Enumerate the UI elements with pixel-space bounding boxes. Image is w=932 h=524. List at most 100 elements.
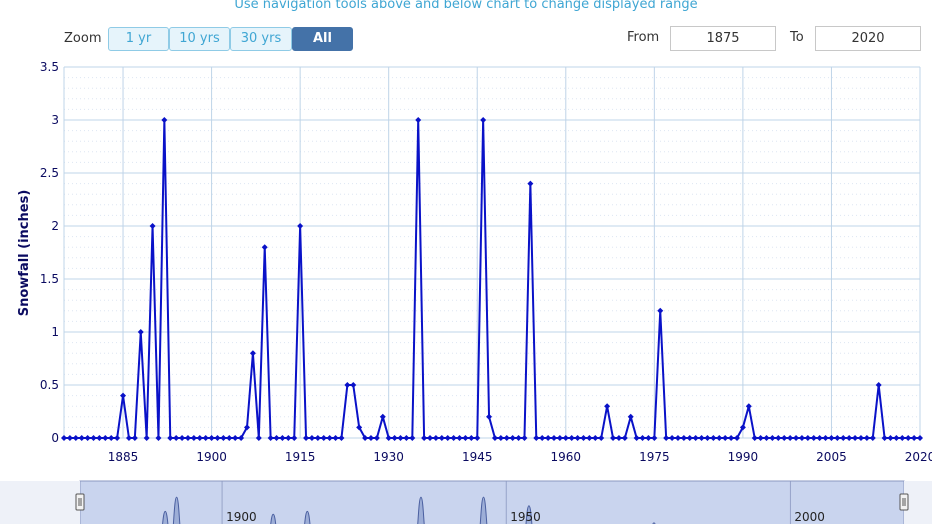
data-point[interactable]: [326, 435, 333, 441]
data-point[interactable]: [539, 435, 546, 441]
data-point[interactable]: [78, 435, 85, 441]
data-point[interactable]: [728, 435, 735, 441]
data-point[interactable]: [238, 435, 245, 441]
data-point[interactable]: [468, 435, 475, 441]
data-point[interactable]: [314, 435, 321, 441]
data-point[interactable]: [131, 435, 138, 441]
data-point[interactable]: [320, 435, 327, 441]
data-point[interactable]: [586, 435, 593, 441]
data-point[interactable]: [810, 435, 817, 441]
data-point[interactable]: [521, 435, 528, 441]
data-point[interactable]: [822, 435, 829, 441]
data-point[interactable]: [621, 435, 628, 441]
data-point[interactable]: [840, 435, 847, 441]
data-point[interactable]: [657, 307, 664, 314]
data-point[interactable]: [232, 435, 239, 441]
data-point[interactable]: [190, 435, 197, 441]
data-point[interactable]: [220, 435, 227, 441]
data-point[interactable]: [686, 435, 693, 441]
data-point[interactable]: [863, 435, 870, 441]
data-point[interactable]: [338, 435, 345, 441]
data-point[interactable]: [804, 435, 811, 441]
data-point[interactable]: [751, 435, 758, 441]
data-point[interactable]: [852, 435, 859, 441]
data-point[interactable]: [367, 435, 374, 441]
data-point[interactable]: [108, 435, 115, 441]
data-point[interactable]: [881, 435, 888, 441]
data-point[interactable]: [769, 435, 776, 441]
data-point[interactable]: [143, 435, 150, 441]
data-point[interactable]: [379, 413, 386, 420]
zoom-all-button[interactable]: All: [292, 27, 353, 51]
data-point[interactable]: [214, 435, 221, 441]
data-point[interactable]: [255, 435, 262, 441]
data-point[interactable]: [90, 435, 97, 441]
data-point[interactable]: [828, 435, 835, 441]
data-point[interactable]: [598, 435, 605, 441]
data-point[interactable]: [137, 329, 144, 335]
data-point[interactable]: [61, 435, 67, 441]
data-point[interactable]: [480, 117, 487, 123]
data-point[interactable]: [84, 435, 91, 441]
data-point[interactable]: [373, 435, 380, 441]
zoom-30yrs-button[interactable]: 30 yrs: [230, 27, 292, 51]
data-point[interactable]: [905, 435, 912, 441]
data-point[interactable]: [161, 117, 168, 123]
data-point[interactable]: [633, 435, 640, 441]
data-point[interactable]: [244, 424, 251, 431]
data-point[interactable]: [114, 435, 121, 441]
data-point[interactable]: [208, 435, 215, 441]
data-point[interactable]: [491, 435, 498, 441]
data-point[interactable]: [869, 435, 876, 441]
data-point[interactable]: [385, 435, 392, 441]
data-point[interactable]: [486, 413, 493, 420]
data-point[interactable]: [291, 435, 298, 441]
data-point[interactable]: [403, 435, 410, 441]
data-point[interactable]: [356, 424, 363, 431]
data-point[interactable]: [503, 435, 510, 441]
data-point[interactable]: [763, 435, 770, 441]
data-point[interactable]: [680, 435, 687, 441]
data-point[interactable]: [893, 435, 900, 441]
data-point[interactable]: [545, 435, 552, 441]
data-point[interactable]: [887, 435, 894, 441]
data-point[interactable]: [710, 435, 717, 441]
data-point[interactable]: [285, 435, 292, 441]
data-point[interactable]: [497, 435, 504, 441]
data-point[interactable]: [651, 435, 658, 441]
data-point[interactable]: [592, 435, 599, 441]
navigator-selection[interactable]: [79, 480, 905, 524]
data-point[interactable]: [663, 435, 670, 441]
data-point[interactable]: [562, 435, 569, 441]
range-from-input[interactable]: [670, 26, 776, 51]
data-point[interactable]: [427, 435, 434, 441]
data-point[interactable]: [102, 435, 109, 441]
data-point[interactable]: [350, 382, 357, 388]
data-point[interactable]: [167, 435, 174, 441]
data-point[interactable]: [698, 435, 705, 441]
data-point[interactable]: [173, 435, 180, 441]
data-point[interactable]: [474, 435, 481, 441]
data-point[interactable]: [397, 435, 404, 441]
data-point[interactable]: [409, 435, 416, 441]
data-point[interactable]: [757, 435, 764, 441]
data-point[interactable]: [716, 435, 723, 441]
data-point[interactable]: [297, 223, 304, 229]
data-point[interactable]: [72, 435, 79, 441]
data-point[interactable]: [793, 435, 800, 441]
data-point[interactable]: [344, 382, 351, 388]
data-point[interactable]: [432, 435, 439, 441]
data-point[interactable]: [96, 435, 103, 441]
data-point[interactable]: [533, 435, 540, 441]
data-point[interactable]: [911, 435, 918, 441]
data-point[interactable]: [438, 435, 445, 441]
data-point[interactable]: [568, 435, 575, 441]
data-point[interactable]: [273, 435, 280, 441]
data-point[interactable]: [155, 435, 162, 441]
data-point[interactable]: [362, 435, 369, 441]
data-point[interactable]: [66, 435, 73, 441]
data-point[interactable]: [444, 435, 451, 441]
data-point[interactable]: [574, 435, 581, 441]
data-point[interactable]: [639, 435, 646, 441]
data-point[interactable]: [450, 435, 457, 441]
